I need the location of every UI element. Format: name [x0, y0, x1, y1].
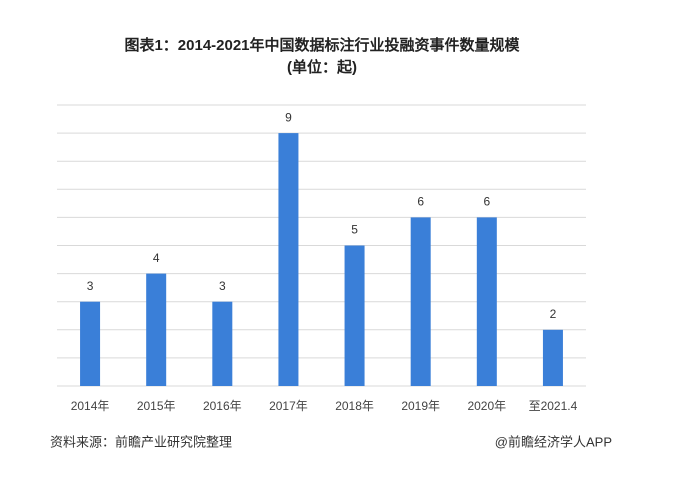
credit: @前瞻经济学人APP — [495, 434, 612, 449]
value-label: 6 — [483, 195, 490, 209]
bar — [212, 301, 233, 386]
bar — [344, 245, 365, 386]
bar — [476, 217, 497, 386]
value-label: 2 — [550, 307, 557, 321]
value-label: 4 — [153, 251, 160, 265]
x-tick-label: 2017年 — [269, 399, 308, 413]
x-tick-label: 2014年 — [71, 399, 110, 413]
value-label: 5 — [351, 223, 358, 237]
value-label: 3 — [219, 279, 226, 293]
source: 资料来源：前瞻产业研究院整理 — [50, 434, 232, 449]
x-tick-label: 2020年 — [467, 399, 506, 413]
x-tick-label: 2018年 — [335, 399, 374, 413]
bar — [542, 329, 563, 386]
x-tick-label: 至2021.4 — [529, 399, 578, 413]
chart-subtitle: (单位：起) — [287, 58, 357, 76]
x-tick-label: 2019年 — [401, 399, 440, 413]
chart-title: 图表1：2014-2021年中国数据标注行业投融资事件数量规模 — [124, 36, 520, 54]
x-tick-label: 2016年 — [203, 399, 242, 413]
value-label: 3 — [87, 279, 94, 293]
bar — [146, 273, 167, 386]
bar — [80, 301, 101, 386]
value-label: 6 — [417, 195, 424, 209]
bar — [278, 133, 299, 386]
bar — [410, 217, 431, 386]
value-label: 9 — [285, 110, 292, 124]
x-tick-label: 2015年 — [137, 399, 176, 413]
